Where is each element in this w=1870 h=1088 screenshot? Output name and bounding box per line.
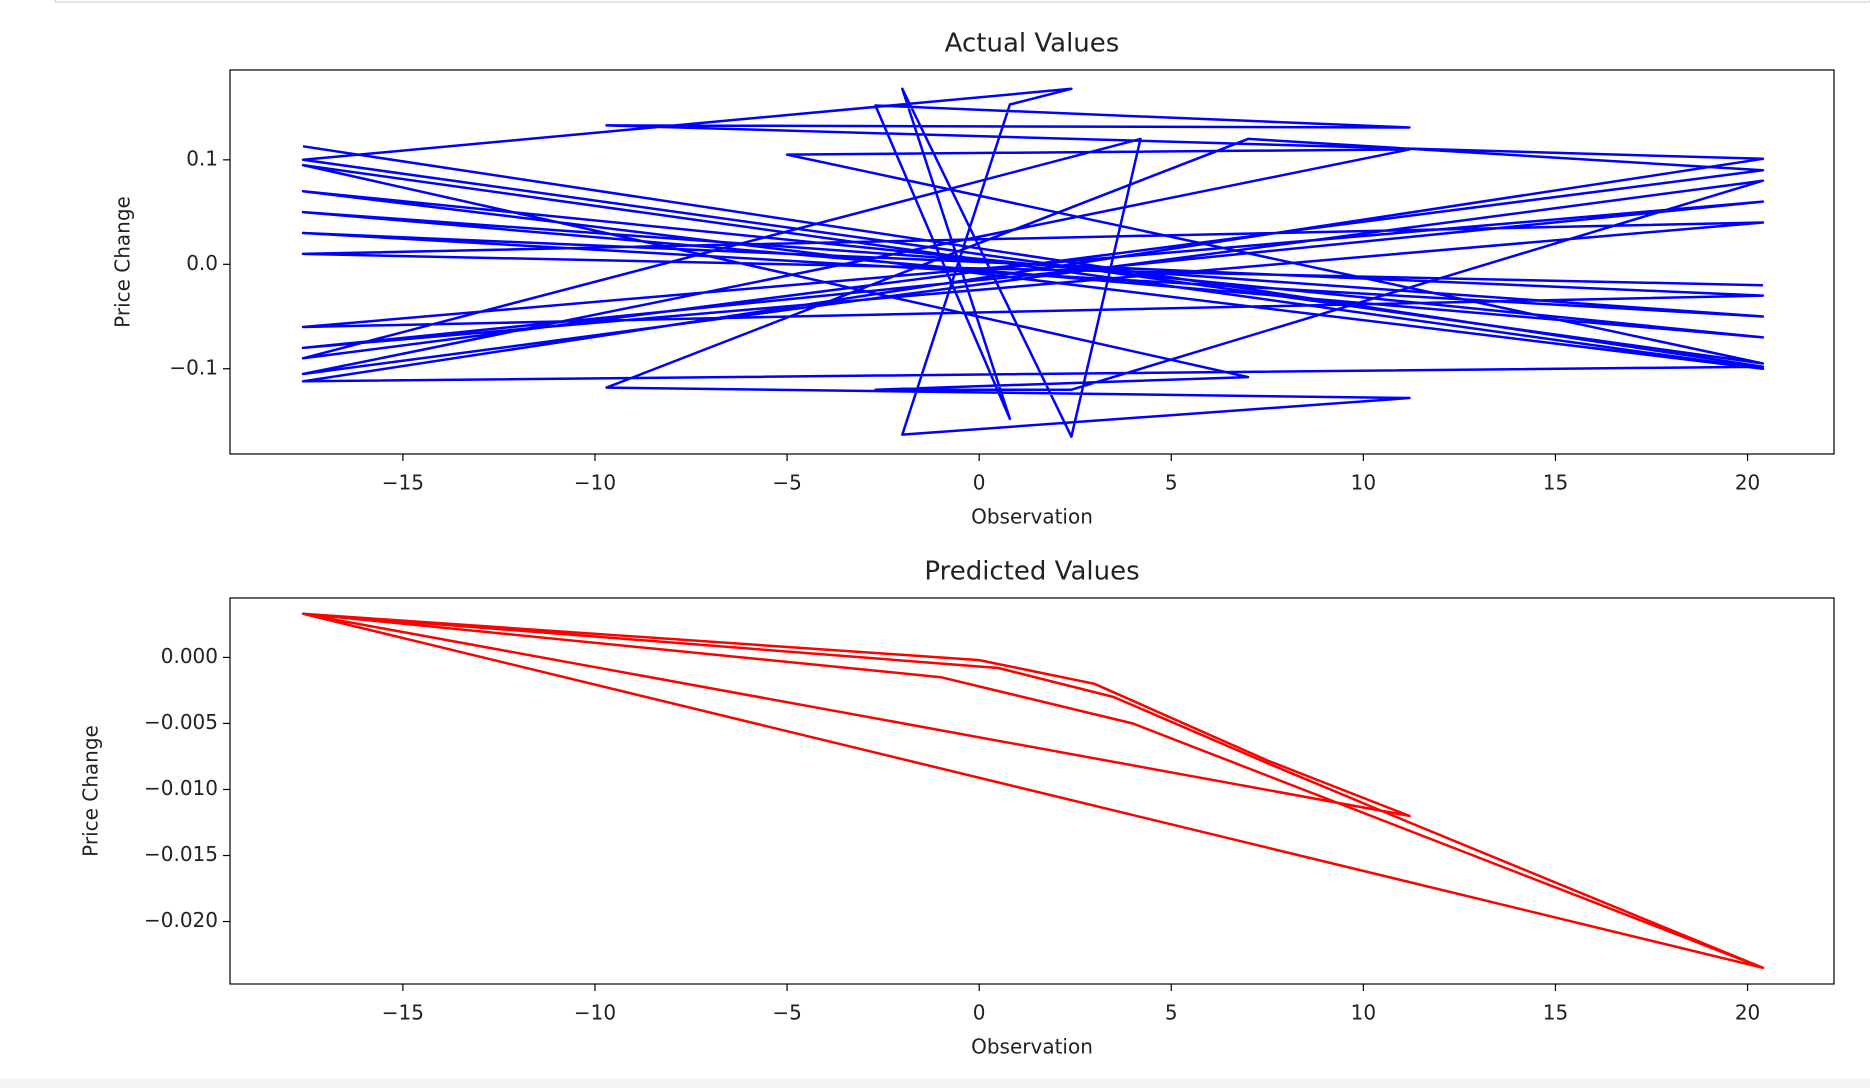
x-tick-label: 20: [1735, 1001, 1760, 1025]
x-tick-label: 0: [973, 1001, 986, 1025]
x-axis-label: Observation: [971, 505, 1093, 529]
x-tick-label: 15: [1543, 1001, 1568, 1025]
y-tick-label: −0.005: [144, 710, 218, 734]
x-tick-label: 20: [1735, 471, 1760, 495]
y-tick-label: 0.1: [186, 146, 218, 170]
chart-title: Actual Values: [945, 29, 1120, 59]
y-axis-label: Price Change: [111, 196, 135, 328]
bottom-bar: [0, 1078, 1870, 1088]
x-tick-label: 5: [1165, 471, 1178, 495]
x-tick-label: −5: [772, 1001, 801, 1025]
y-tick-label: 0.0: [186, 251, 218, 275]
axes-frame: [229, 597, 1835, 985]
x-tick-label: 15: [1543, 471, 1568, 495]
x-tick-label: −10: [574, 1001, 616, 1025]
x-tick-label: −15: [382, 1001, 424, 1025]
data-line: [301, 87, 1765, 438]
x-tick-label: 5: [1165, 1001, 1178, 1025]
x-tick-label: −15: [382, 471, 424, 495]
y-tick-label: −0.010: [144, 776, 218, 800]
y-tick-label: 0.000: [161, 644, 218, 668]
x-axis-label: Observation: [971, 1035, 1093, 1059]
y-tick-label: −0.015: [144, 842, 218, 866]
top-bar: [54, 0, 1870, 3]
y-tick-label: −0.1: [169, 355, 218, 379]
x-tick-label: 10: [1351, 471, 1376, 495]
axes-frame: [229, 69, 1835, 455]
y-tick-label: −0.020: [144, 908, 218, 932]
x-tick-label: 10: [1351, 1001, 1376, 1025]
x-tick-label: −5: [772, 471, 801, 495]
chart-title: Predicted Values: [924, 557, 1139, 587]
data-line: [301, 612, 1765, 970]
y-axis-label: Price Change: [79, 725, 103, 857]
x-tick-label: −10: [574, 471, 616, 495]
x-tick-label: 0: [973, 471, 986, 495]
